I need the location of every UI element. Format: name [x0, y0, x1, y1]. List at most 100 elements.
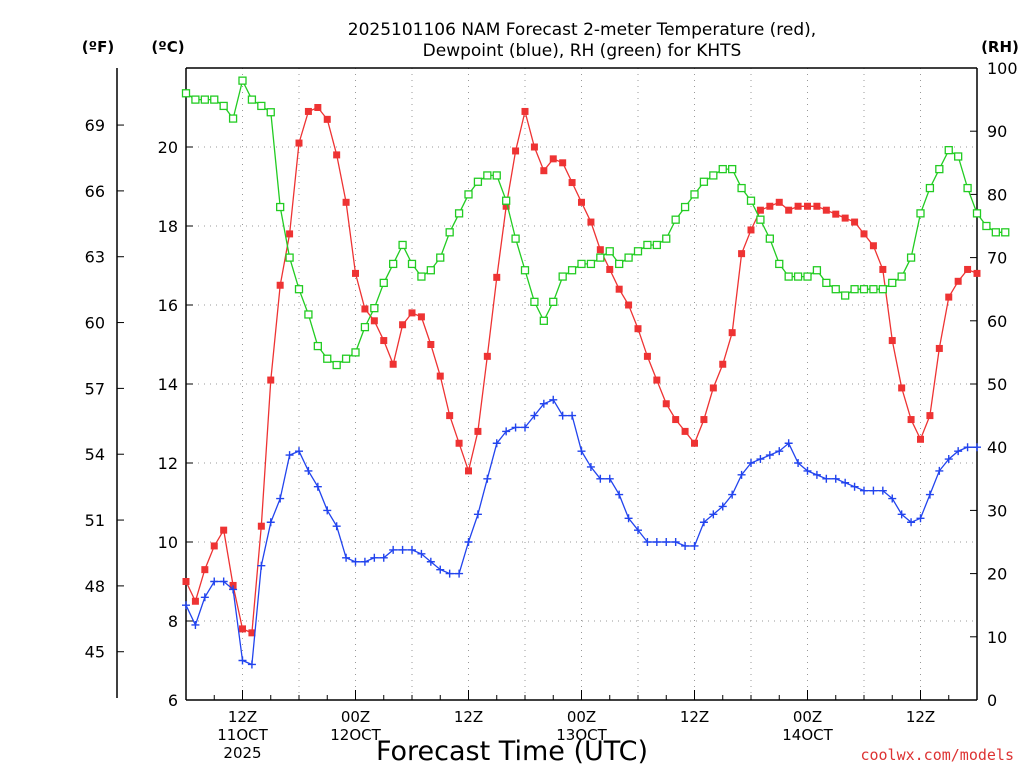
rh-point [756, 215, 765, 224]
dewpoint-point [634, 526, 642, 535]
temperature-point [295, 139, 303, 147]
temperature-point [286, 230, 294, 238]
x-tick-label: 12OCT [330, 726, 381, 744]
rh-point [869, 285, 878, 294]
dewpoint-point [831, 474, 840, 483]
temperature-point [342, 198, 350, 206]
rh-point [841, 291, 850, 300]
dewpoint-point [699, 518, 708, 527]
dewpoint-point [492, 439, 501, 448]
rh-point [219, 101, 228, 111]
temperature-point [370, 317, 378, 325]
rh-point [596, 253, 605, 262]
temperature-point [728, 329, 736, 337]
rh-point [200, 95, 209, 104]
rh-point [266, 108, 275, 117]
dewpoint-point [709, 510, 718, 519]
dewpoint-point [266, 518, 275, 527]
rh-point [831, 285, 840, 294]
dewpoint-point [539, 399, 548, 408]
x-axis-title: Forecast Time (UTC) [376, 736, 648, 767]
celsius-unit-label: (ºC) [151, 38, 184, 56]
dewpoint-point [643, 538, 652, 546]
rh-point [624, 253, 633, 262]
temperature-point [389, 360, 397, 368]
rh-point [944, 146, 953, 155]
dewpoint-point [803, 466, 812, 475]
temperature-point [822, 206, 830, 214]
rh-point [690, 190, 699, 199]
temperature-point [559, 159, 567, 167]
dewpoint-point [182, 601, 190, 610]
dewpoint-point [718, 502, 727, 511]
temperature-point [323, 115, 331, 123]
rh-point [436, 253, 445, 262]
temperature-point [512, 147, 520, 155]
rh-point [191, 95, 200, 104]
temperature-point [267, 376, 275, 384]
rh-point [304, 310, 313, 319]
rh-point [775, 259, 784, 269]
rh-point [897, 272, 906, 281]
dewpoint-point [247, 660, 256, 669]
dewpoint-point [398, 545, 407, 554]
temperature-point [926, 412, 934, 420]
rh-point [351, 348, 360, 357]
temperature-point [399, 321, 407, 329]
rh-point [615, 259, 624, 269]
temperature-point [813, 202, 821, 210]
temperature-point [549, 155, 557, 163]
rh-point [473, 177, 483, 186]
fahrenheit-tick-label: 45 [85, 643, 105, 662]
dewpoint-point [257, 561, 266, 570]
dewpoint-point [473, 510, 482, 519]
dewpoint-point [681, 541, 690, 550]
temperature-point [738, 250, 746, 258]
rh-point [417, 272, 426, 281]
dewpoint-point [605, 474, 614, 483]
temperature-point [578, 198, 585, 206]
dewpoint-point [794, 459, 803, 467]
rh-unit-label: (RH) [981, 38, 1019, 56]
celsius-tick-label: 18 [158, 217, 178, 236]
chart-title-line2: Dewpoint (blue), RH (green) for KHTS [423, 41, 742, 61]
temperature-point [210, 542, 218, 550]
dewpoint-point [417, 549, 426, 558]
rh-point [464, 190, 473, 199]
temperature-point [625, 301, 633, 309]
dewpoint-point [445, 569, 454, 578]
rh-point [586, 259, 596, 269]
temperature-point [747, 226, 755, 234]
rh-point [991, 228, 1000, 237]
temperature-point [182, 578, 190, 585]
rh-tick-label: 100 [987, 59, 1018, 78]
temperature-point [935, 344, 943, 352]
dewpoint-point [756, 455, 765, 464]
dewpoint-point [747, 459, 755, 467]
dewpoint-point [586, 462, 595, 471]
dewpoint-point [596, 474, 605, 483]
dewpoint-point [690, 541, 699, 550]
dewpoint-point [191, 620, 200, 629]
temperature-point [380, 337, 388, 345]
rh-point [549, 297, 558, 306]
rh-point [398, 240, 407, 250]
temperature-point [446, 412, 454, 420]
rh-point [520, 266, 530, 275]
axes: 6 8 10 12 14 16 18 20 45 48 51 54 57 60 63 66 69 0 10 20 30 4… [85, 59, 1018, 762]
dewpoint-point [963, 443, 972, 452]
temperature-point [333, 151, 341, 159]
rh-point [671, 215, 680, 224]
temperature-point [709, 384, 717, 392]
temperature-point [596, 246, 604, 254]
dewpoint-point [935, 466, 944, 475]
dewpoint-point [426, 557, 435, 566]
rh-point [812, 266, 822, 275]
dewpoint-point [897, 510, 906, 519]
temperature-point [672, 416, 680, 424]
rh-point [822, 278, 831, 288]
temperature-point [427, 341, 435, 348]
rh-point [539, 316, 548, 325]
temperature-point [634, 325, 642, 333]
grid-lines [186, 68, 977, 700]
